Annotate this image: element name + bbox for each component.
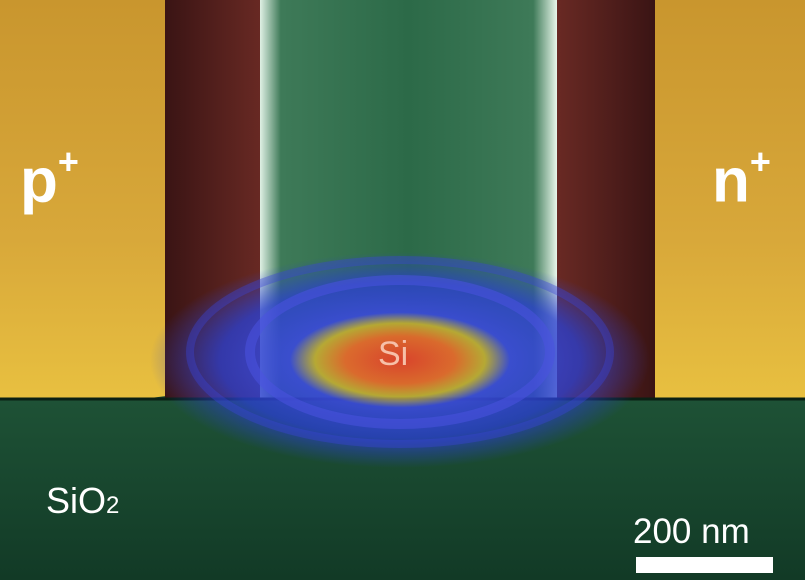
p-doped-region <box>0 0 175 398</box>
scale-bar-label: 200 nm <box>633 512 750 551</box>
si-core-label: Si <box>378 335 409 373</box>
optical-mode <box>150 252 650 468</box>
sio2-label: SiO2 <box>46 480 120 521</box>
p-region-label: p+ <box>20 141 79 216</box>
n-doped-region <box>650 0 805 400</box>
scale-bar <box>636 557 773 573</box>
n-region-label: n+ <box>712 141 771 216</box>
